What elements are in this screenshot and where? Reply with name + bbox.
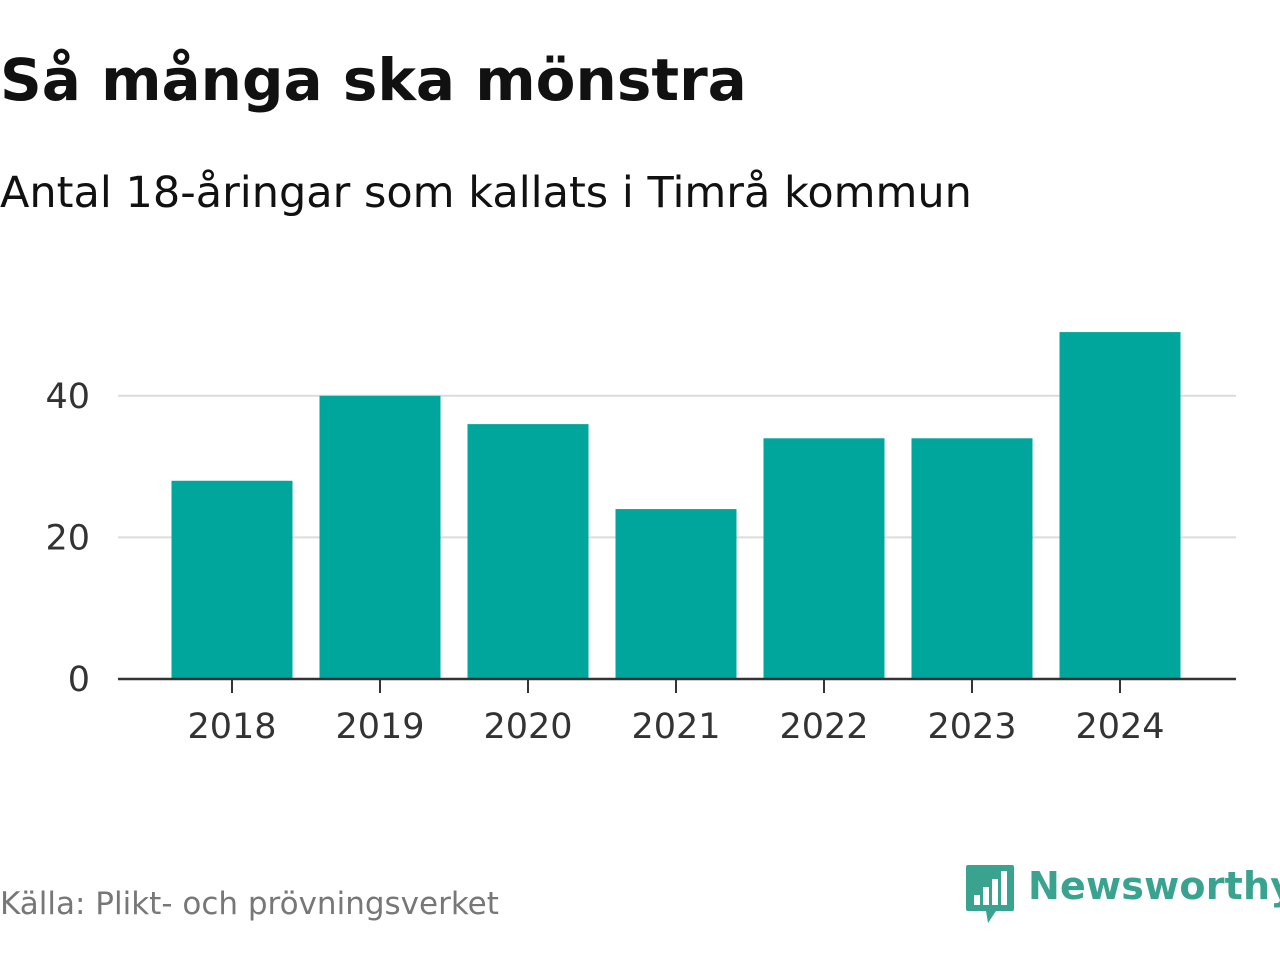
chart-subtitle: Antal 18-åringar som kallats i Timrå kom… (0, 168, 972, 218)
y-tick-label-20: 20 (45, 518, 90, 558)
newsworthy-chat-bars-icon (966, 865, 1014, 923)
x-tick-label-2022: 2022 (779, 707, 868, 747)
bar-2021 (615, 509, 737, 679)
x-tick-label-2023: 2023 (927, 707, 1016, 747)
bar-2023 (911, 438, 1033, 679)
bars (171, 332, 1181, 679)
x-tick-label-2018: 2018 (187, 707, 276, 747)
axes: 2018 2019 2020 2021 2022 2023 2024 0 20 40 (45, 377, 1236, 747)
x-tick-label-2020: 2020 (483, 707, 572, 747)
y-tick-label-0: 0 (68, 660, 90, 700)
bar-2020 (467, 424, 589, 679)
brand-name: Newsworthy (1028, 864, 1280, 908)
bar-2022 (763, 438, 885, 679)
x-tick-label-2024: 2024 (1075, 707, 1164, 747)
chart-title: Så många ska mönstra (0, 46, 747, 114)
source-note: Källa: Plikt- och prövningsverket (0, 886, 499, 922)
y-tick-label-40: 40 (45, 377, 90, 417)
brand-logo: Newsworthy (964, 862, 1280, 926)
bar-2018 (171, 480, 293, 679)
bar-2024 (1059, 332, 1181, 679)
x-tick-label-2021: 2021 (631, 707, 720, 747)
x-tick-label-2019: 2019 (335, 707, 424, 747)
bar-2019 (319, 395, 441, 679)
